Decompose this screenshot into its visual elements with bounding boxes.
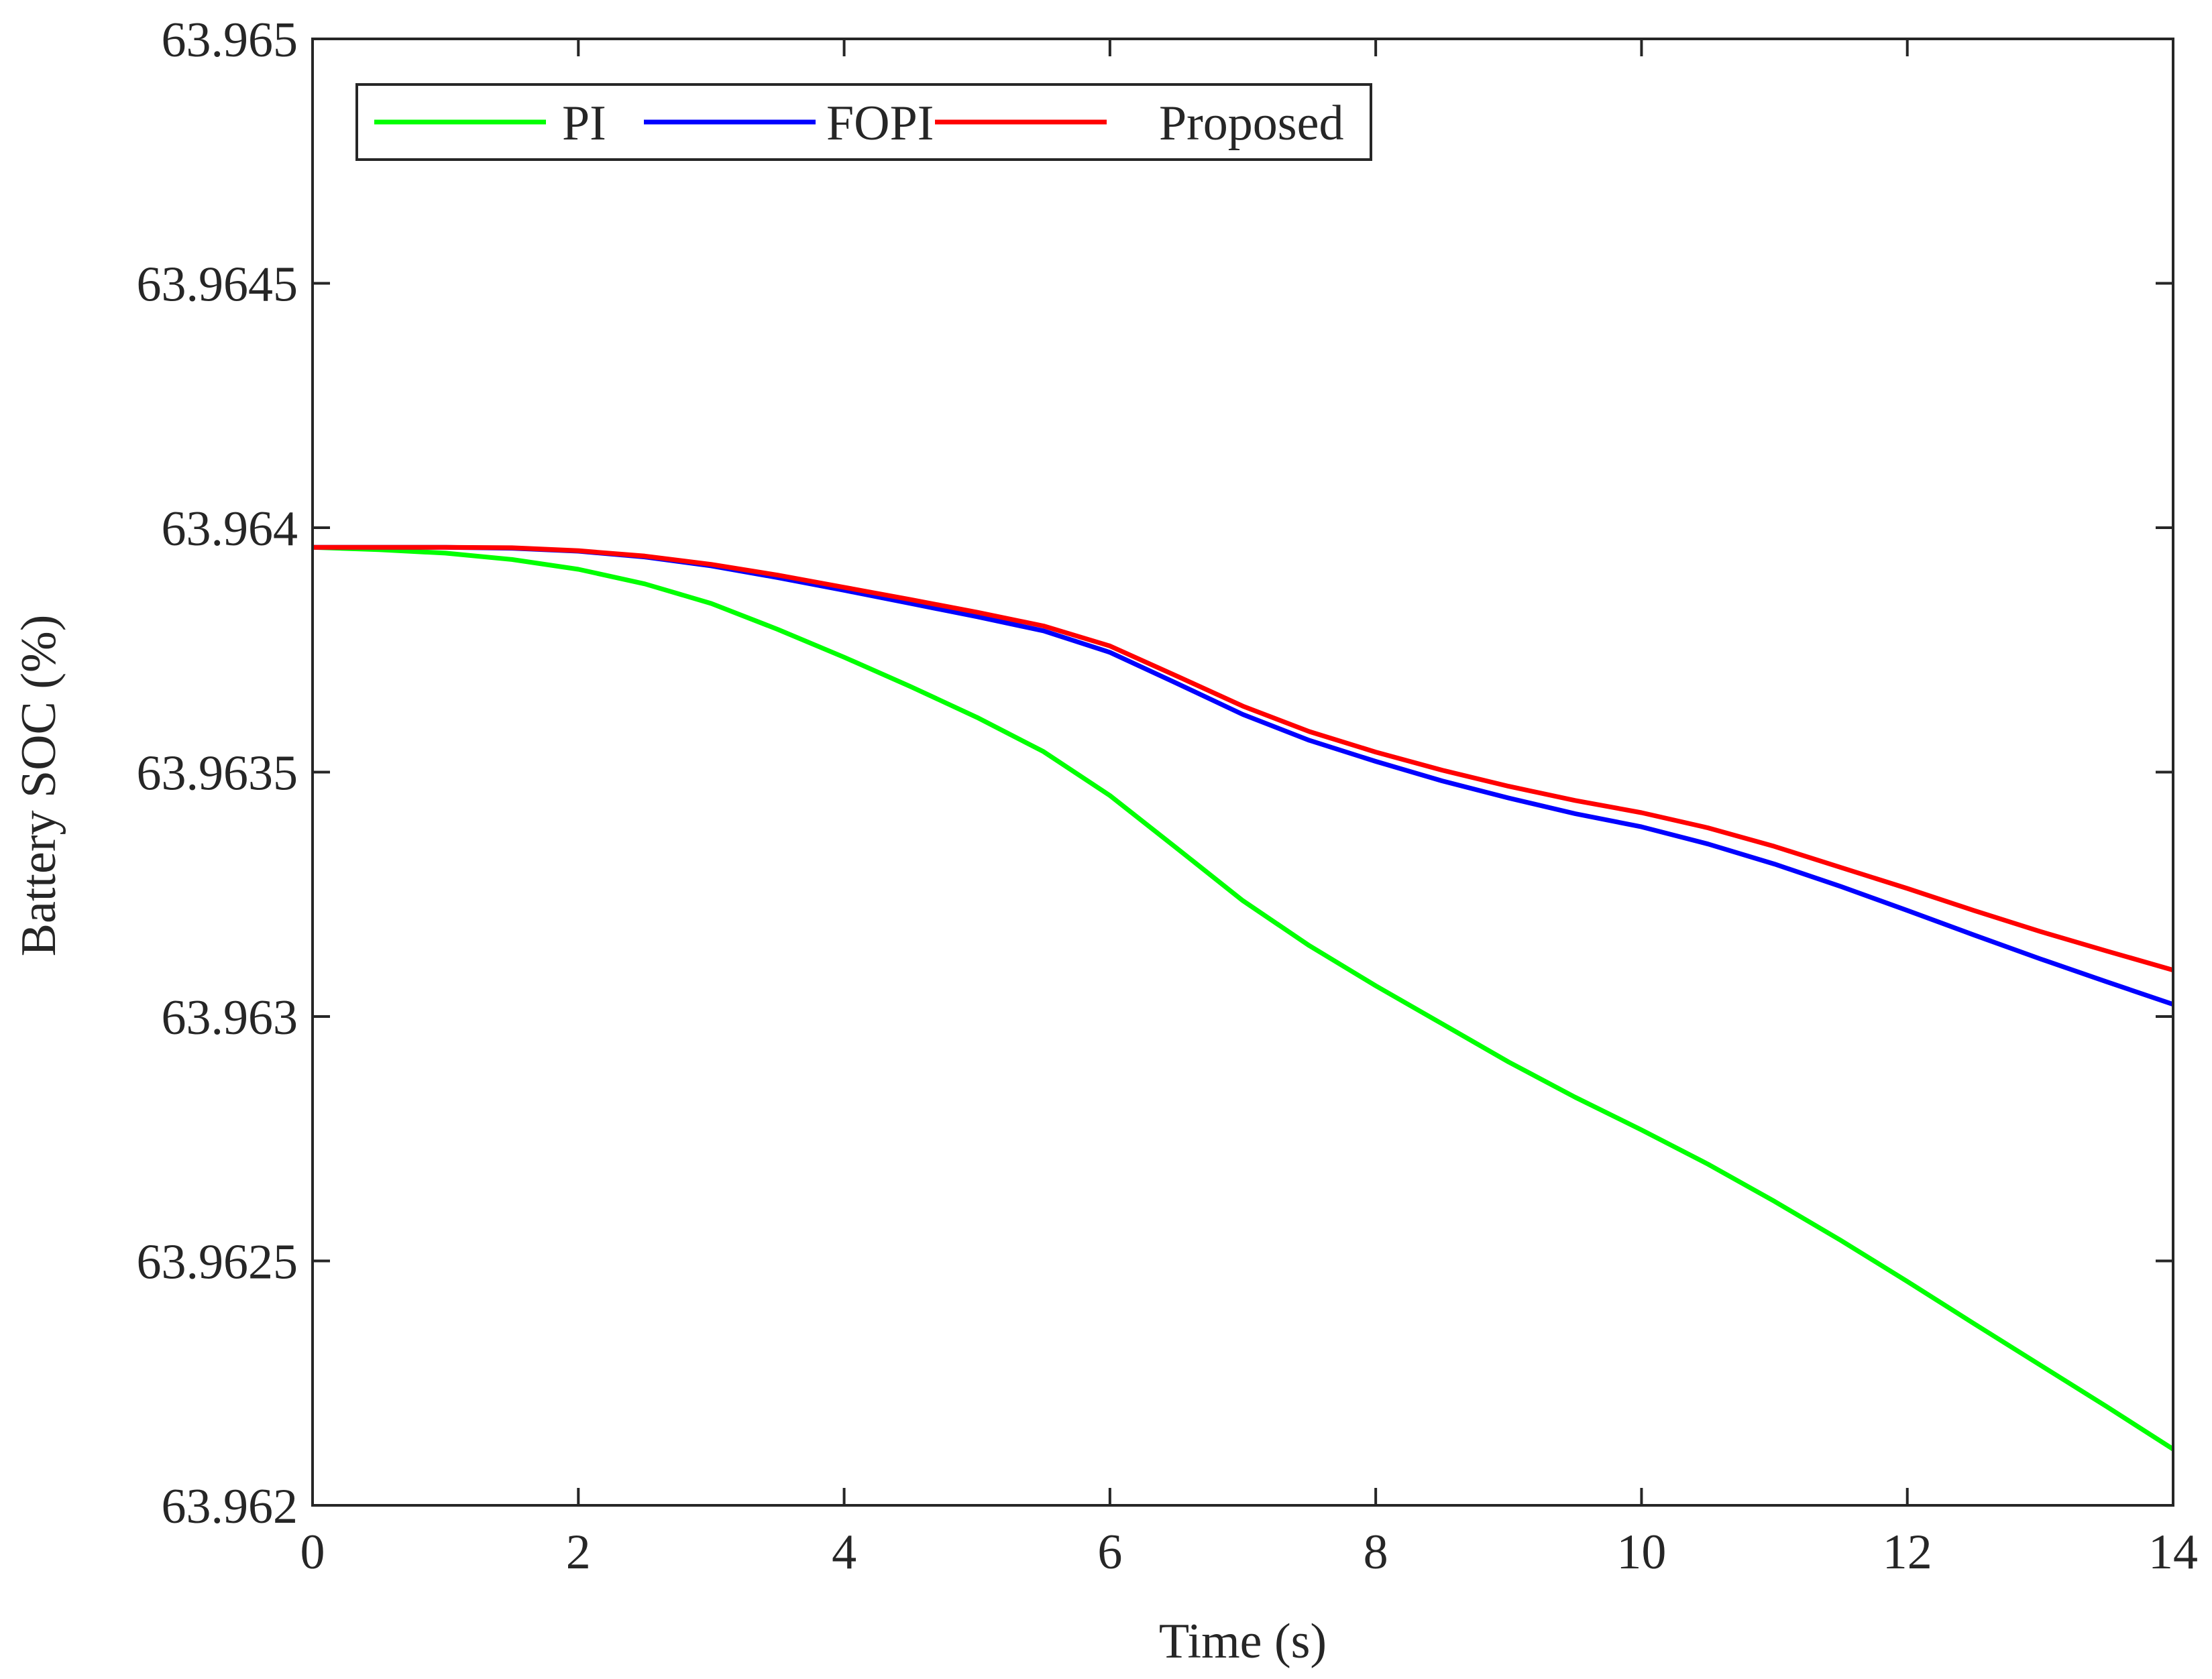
legend-label-pi: PI xyxy=(562,96,606,151)
x-tick-label: 2 xyxy=(566,1525,591,1580)
x-tick-label: 4 xyxy=(832,1525,856,1580)
y-tick-label: 63.9635 xyxy=(137,746,298,801)
legend-label-proposed: Proposed xyxy=(1159,96,1343,151)
y-tick-label: 63.964 xyxy=(162,502,298,557)
y-tick-label: 63.9645 xyxy=(137,257,298,312)
x-tick-label: 8 xyxy=(1364,1525,1388,1580)
x-tick-label: 10 xyxy=(1616,1525,1666,1580)
plot-area xyxy=(313,39,2173,1505)
y-axis-label: Battery SOC (%) xyxy=(11,615,66,957)
ticks-layer: 0 2 4 6 8 10 12 14 63.962 63.9625 63.963 63.9635 63.… xyxy=(137,13,2199,1580)
y-tick-label: 63.963 xyxy=(162,990,298,1045)
x-tick-label: 14 xyxy=(2148,1525,2198,1580)
y-tick-label: 63.962 xyxy=(162,1479,298,1534)
y-tick-label: 63.9625 xyxy=(137,1235,298,1290)
series-line-proposed xyxy=(313,544,2174,973)
x-axis-label: Time (s) xyxy=(1159,1614,1327,1669)
x-tick-label: 0 xyxy=(300,1525,325,1580)
legend: PI FOPI Proposed xyxy=(355,83,1372,161)
series-layer xyxy=(312,544,2174,1452)
y-tick-label: 63.965 xyxy=(162,13,298,68)
x-tick-label: 12 xyxy=(1883,1525,1932,1580)
series-line-pi xyxy=(312,544,2174,1452)
legend-label-fopi: FOPI xyxy=(826,96,934,151)
x-tick-label: 6 xyxy=(1097,1525,1122,1580)
